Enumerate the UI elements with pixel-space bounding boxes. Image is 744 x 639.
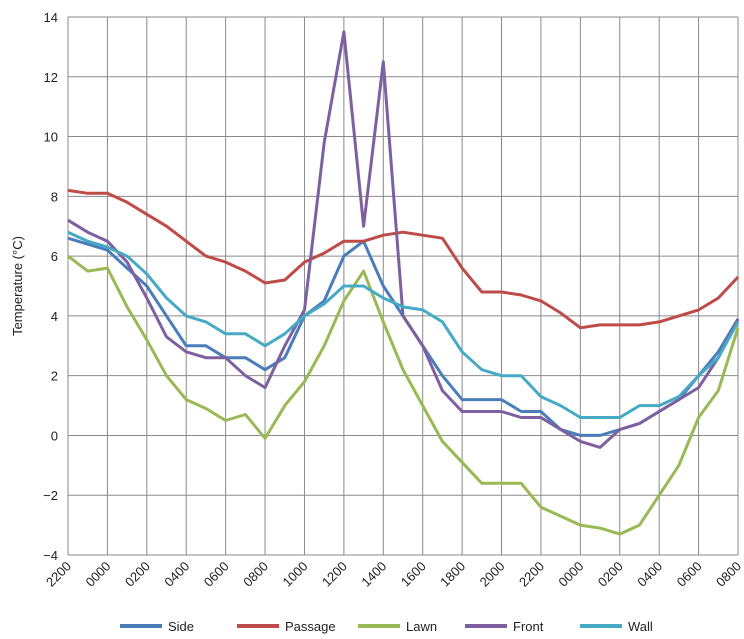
y-tick-label: 4 bbox=[51, 309, 58, 324]
y-tick-label: 14 bbox=[44, 10, 58, 25]
x-tick-label: 1600 bbox=[398, 559, 429, 590]
legend-label: Side bbox=[168, 619, 194, 634]
legend-label: Passage bbox=[285, 619, 336, 634]
x-tick-label: 0200 bbox=[122, 559, 153, 590]
y-tick-label: 10 bbox=[44, 130, 58, 145]
y-tick-label: 12 bbox=[44, 70, 58, 85]
series-line bbox=[67, 30, 740, 449]
x-tick-label: 0200 bbox=[595, 559, 626, 590]
x-tick-label: 2200 bbox=[43, 559, 74, 590]
y-tick-label: 2 bbox=[51, 369, 58, 384]
y-tick-label: −2 bbox=[43, 488, 58, 503]
x-tick-label: 0400 bbox=[634, 559, 665, 590]
x-tick-label: 1400 bbox=[358, 559, 389, 590]
x-tick-label: 1800 bbox=[437, 559, 468, 590]
legend-label: Wall bbox=[628, 619, 653, 634]
x-tick-label: 0600 bbox=[201, 559, 232, 590]
x-tick-label: 2200 bbox=[516, 559, 547, 590]
x-tick-label: 1200 bbox=[319, 559, 350, 590]
y-tick-label: 6 bbox=[51, 249, 58, 264]
x-tick-label: 2000 bbox=[477, 559, 508, 590]
series-line bbox=[67, 188, 740, 330]
x-tick-label: 0600 bbox=[674, 559, 705, 590]
x-tick-label: 0400 bbox=[161, 559, 192, 590]
x-tick-label: 0800 bbox=[240, 559, 271, 590]
x-tick-label: 0000 bbox=[555, 559, 586, 590]
legend-label: Lawn bbox=[406, 619, 437, 634]
y-tick-label: 0 bbox=[51, 428, 58, 443]
y-axis-title: Temperature (°C) bbox=[10, 236, 25, 336]
x-tick-label: 1000 bbox=[280, 559, 311, 590]
series-line bbox=[67, 254, 740, 536]
x-tick-label: 0800 bbox=[713, 559, 744, 590]
y-tick-label: 8 bbox=[51, 189, 58, 204]
x-tick-label: 0000 bbox=[82, 559, 113, 590]
legend-label: Front bbox=[513, 619, 544, 634]
series-line bbox=[67, 230, 740, 419]
y-tick-label: −4 bbox=[43, 548, 58, 563]
